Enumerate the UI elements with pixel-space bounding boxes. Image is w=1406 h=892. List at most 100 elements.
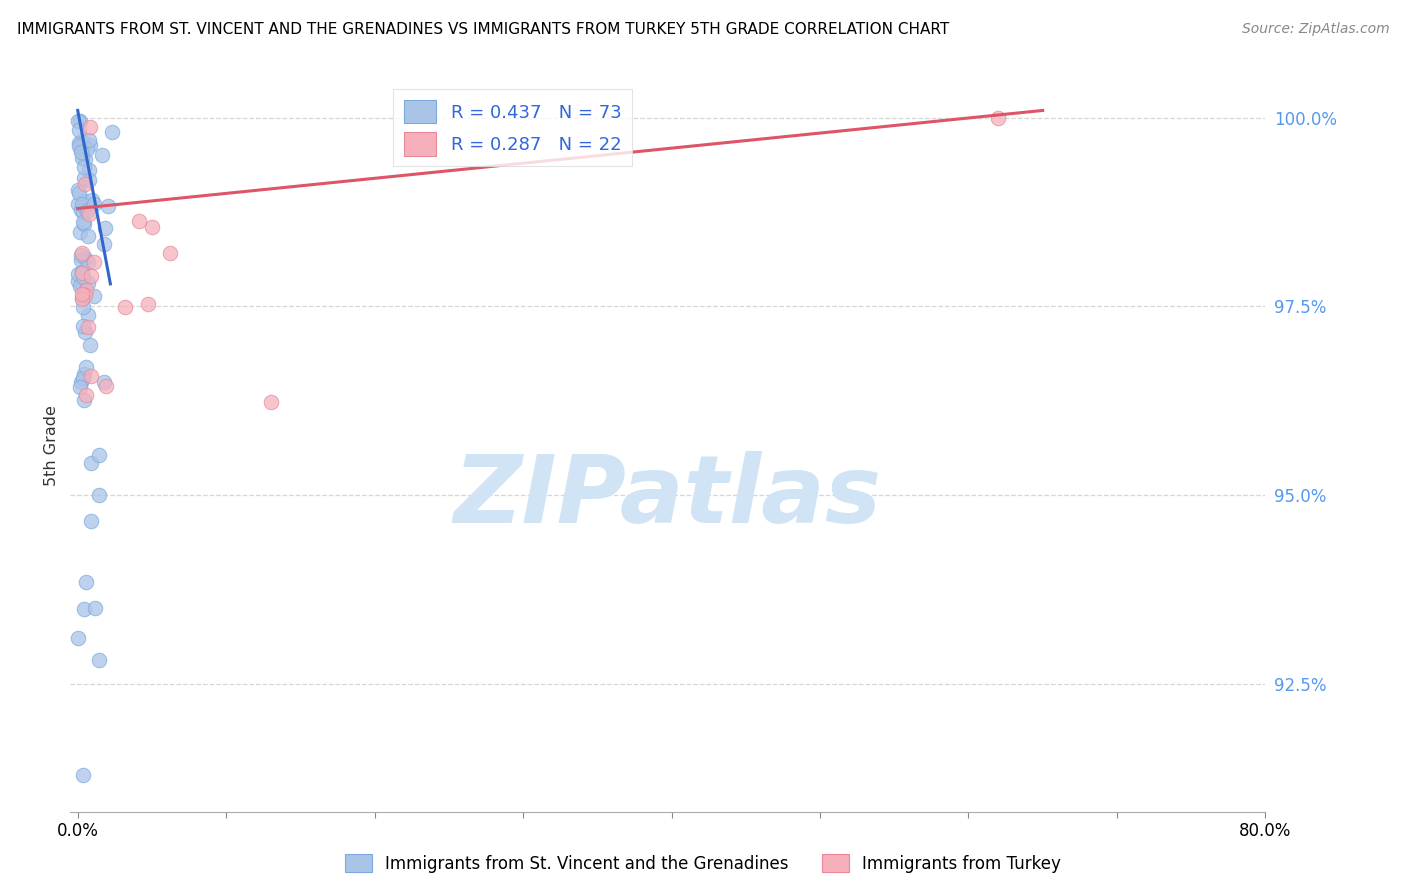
Point [70,281,93,295]
Point [141,219,163,234]
Text: IMMIGRANTS FROM ST. VINCENT AND THE GRENADINES VS IMMIGRANTS FROM TURKEY 5TH GRA: IMMIGRANTS FROM ST. VINCENT AND THE GREN… [17,22,949,37]
Point [75,153,97,167]
Point [97,199,120,213]
Point [77,228,100,243]
Point [70,287,93,301]
Point [76,276,98,290]
Point [70,197,93,211]
Point [67,274,90,288]
Point [87,448,110,462]
Point [93,375,115,389]
Point [76,204,98,219]
Point [69,202,91,217]
Point [72,319,94,334]
Point [72,370,94,384]
Point [79,138,101,153]
Point [72,601,94,615]
Point [83,600,105,615]
Point [75,388,97,402]
Point [72,215,94,229]
Point [67,186,90,201]
Point [77,133,100,147]
Point [67,113,90,128]
Point [100,125,122,139]
Point [260,395,283,409]
Point [114,300,136,314]
Point [73,252,96,266]
Point [75,360,97,375]
Point [90,148,112,162]
Point [70,246,93,260]
Point [70,292,93,306]
Point [83,255,105,269]
Point [72,269,94,284]
Point [80,268,103,283]
Point [83,196,105,211]
Point [79,120,101,135]
Point [80,515,103,529]
Point [93,236,115,251]
Point [73,171,96,186]
Point [77,207,100,221]
Y-axis label: 5th Grade: 5th Grade [44,406,59,486]
Point [67,196,90,211]
Point [70,135,93,149]
Point [72,768,94,782]
Point [69,379,91,393]
Point [73,160,96,174]
Point [89,653,111,667]
Point [136,297,159,311]
Point [73,367,96,381]
Point [79,337,101,351]
Point [159,246,181,260]
Point [70,145,93,159]
Point [80,456,103,470]
Point [72,265,94,279]
Point [70,291,93,305]
Point [67,123,90,137]
Point [67,138,90,153]
Point [73,392,96,407]
Point [94,378,117,392]
Point [80,368,103,383]
Point [70,248,93,262]
Point [67,183,90,197]
Point [73,194,96,209]
Point [72,205,94,219]
Point [76,283,98,297]
Point [987,111,1010,125]
Point [69,143,91,157]
Point [72,300,94,314]
Text: Source: ZipAtlas.com: Source: ZipAtlas.com [1241,22,1389,37]
Point [82,193,104,207]
Point [73,288,96,302]
Point [73,325,96,339]
Point [67,267,90,281]
Point [67,631,90,645]
Legend: R = 0.437   N = 73, R = 0.287   N = 22: R = 0.437 N = 73, R = 0.287 N = 22 [392,89,633,167]
Point [77,162,100,177]
Point [87,488,110,502]
Point [83,289,105,303]
Point [70,265,93,279]
Point [73,217,96,231]
Point [73,178,96,192]
Point [69,225,91,239]
Point [76,308,98,322]
Point [69,375,91,389]
Point [69,114,91,128]
Point [77,254,100,268]
Point [69,136,91,150]
Text: ZIPatlas: ZIPatlas [454,451,882,543]
Point [72,151,94,165]
Point [72,138,94,153]
Point [128,214,150,228]
Point [75,575,97,590]
Point [77,320,100,334]
Point [76,142,98,156]
Point [77,173,100,187]
Point [70,266,93,280]
Legend: Immigrants from St. Vincent and the Grenadines, Immigrants from Turkey: Immigrants from St. Vincent and the Gren… [339,847,1067,880]
Point [69,278,91,293]
Point [94,220,117,235]
